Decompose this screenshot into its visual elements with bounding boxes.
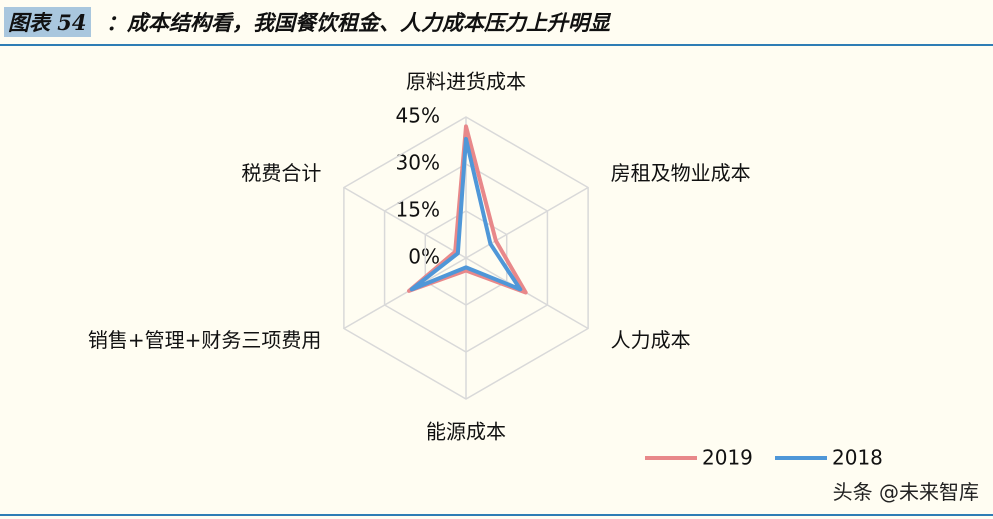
axis-line: [343, 186, 467, 259]
axis-line: [465, 186, 589, 259]
category-label: 能源成本: [426, 420, 506, 444]
category-label: 销售+管理+财务三项费用: [88, 328, 322, 352]
header: 图表 54 ：成本结构看，我国餐饮租金、人力成本压力上升明显: [0, 0, 993, 46]
figure-label: 图表 54: [4, 7, 91, 37]
category-label: 房租及物业成本: [611, 161, 751, 185]
footer-line: [0, 514, 993, 516]
series-line: [409, 136, 523, 292]
series-line: [407, 124, 528, 295]
legend-label: 2019: [702, 446, 753, 470]
legend-label: 2018: [832, 446, 883, 470]
category-label: 人力成本: [611, 328, 691, 352]
watermark: 头条 @未来智库: [832, 480, 979, 504]
r-tick-label: 45%: [396, 104, 440, 128]
r-tick-label: 0%: [408, 245, 440, 269]
axis-line: [343, 257, 467, 330]
r-tick-label: 15%: [396, 198, 440, 222]
r-tick-label: 30%: [396, 151, 440, 175]
category-label: 税费合计: [241, 161, 321, 185]
category-label: 原料进货成本: [406, 70, 526, 94]
chart-title: ：成本结构看，我国餐饮租金、人力成本压力上升明显: [106, 10, 610, 35]
